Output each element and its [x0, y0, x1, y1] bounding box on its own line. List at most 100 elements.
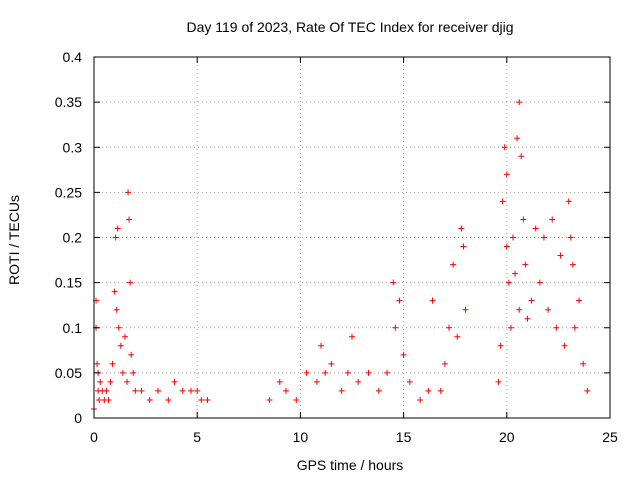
data-point	[282, 387, 289, 394]
data-point	[124, 378, 131, 385]
data-point	[328, 360, 335, 367]
data-point	[518, 153, 525, 160]
data-point	[561, 342, 568, 349]
data-point	[384, 369, 391, 376]
data-point	[115, 324, 122, 331]
data-point	[553, 324, 560, 331]
data-point	[365, 369, 372, 376]
data-point	[119, 369, 126, 376]
y-tick-label: 0.05	[55, 365, 82, 381]
data-point	[97, 378, 104, 385]
x-tick-label: 10	[293, 429, 309, 445]
data-point	[441, 360, 448, 367]
data-point	[112, 234, 119, 241]
data-point	[396, 297, 403, 304]
data-point	[390, 279, 397, 286]
data-point	[117, 342, 124, 349]
data-point	[94, 360, 101, 367]
tick-labels: 0 5 10 15 20 25 0 0.05 0.1 0.15 0.2 0.25 0.3 0.35 0.4	[55, 49, 618, 445]
data-point	[516, 306, 523, 313]
data-point	[505, 279, 512, 286]
data-point	[154, 387, 161, 394]
x-axis-title: GPS time / hours	[297, 457, 404, 473]
data-point	[557, 252, 564, 259]
data-point	[584, 387, 591, 394]
data-point	[132, 387, 139, 394]
data-point	[392, 324, 399, 331]
data-point	[503, 171, 510, 178]
data-point	[565, 198, 572, 205]
data-point	[512, 270, 519, 277]
data-point	[549, 216, 556, 223]
data-point	[520, 216, 527, 223]
data-point	[400, 351, 407, 358]
axis-ticks	[93, 56, 611, 419]
y-tick-label: 0.2	[63, 230, 83, 246]
data-point	[509, 234, 516, 241]
data-point	[497, 342, 504, 349]
data-point	[450, 261, 457, 268]
data-point	[313, 378, 320, 385]
data-point	[462, 306, 469, 313]
x-tick-label: 15	[396, 429, 412, 445]
data-point	[528, 297, 535, 304]
data-point	[105, 396, 112, 403]
data-point	[121, 333, 128, 340]
data-point	[146, 396, 153, 403]
y-tick-label: 0.3	[63, 139, 83, 155]
data-point	[179, 387, 186, 394]
x-tick-label: 0	[90, 429, 98, 445]
grid-lines	[94, 57, 610, 418]
y-tick-label: 0.15	[55, 275, 82, 291]
data-point	[109, 360, 116, 367]
x-tick-label: 20	[499, 429, 515, 445]
data-point	[540, 234, 547, 241]
data-point	[125, 189, 132, 196]
data-point	[171, 378, 178, 385]
data-point	[130, 369, 137, 376]
chart-title: Day 119 of 2023, Rate Of TEC Index for r…	[186, 19, 513, 35]
data-point	[425, 387, 432, 394]
data-point	[545, 306, 552, 313]
data-point	[429, 297, 436, 304]
data-point	[127, 279, 134, 286]
data-point	[437, 387, 444, 394]
data-point	[338, 387, 345, 394]
data-point	[111, 288, 118, 295]
data-point	[355, 378, 362, 385]
y-axis-title: ROTI / TECUs	[6, 195, 22, 285]
data-point	[349, 333, 355, 340]
data-point	[318, 342, 325, 349]
data-point	[303, 369, 310, 376]
data-point	[126, 216, 133, 223]
data-point	[507, 324, 514, 331]
data-point	[458, 225, 465, 232]
data-point	[495, 378, 502, 385]
data-point	[107, 378, 114, 385]
data-point	[501, 144, 508, 151]
data-point	[460, 243, 467, 250]
data-point	[536, 279, 543, 286]
data-point	[406, 378, 413, 385]
data-point	[522, 261, 529, 268]
data-point	[571, 324, 578, 331]
data-point	[114, 225, 121, 232]
data-point	[569, 261, 576, 268]
x-tick-label: 25	[602, 429, 618, 445]
data-point	[165, 396, 172, 403]
data-point	[266, 396, 273, 403]
data-point	[96, 396, 103, 403]
y-tick-label: 0	[74, 410, 82, 426]
y-tick-label: 0.4	[63, 49, 83, 65]
data-point	[580, 360, 587, 367]
data-point	[204, 396, 211, 403]
y-tick-label: 0.1	[63, 320, 83, 336]
data-point	[188, 387, 195, 394]
data-point	[503, 243, 510, 250]
data-point	[293, 396, 300, 403]
data-point	[514, 135, 521, 142]
data-point	[524, 315, 531, 322]
data-point	[375, 387, 382, 394]
